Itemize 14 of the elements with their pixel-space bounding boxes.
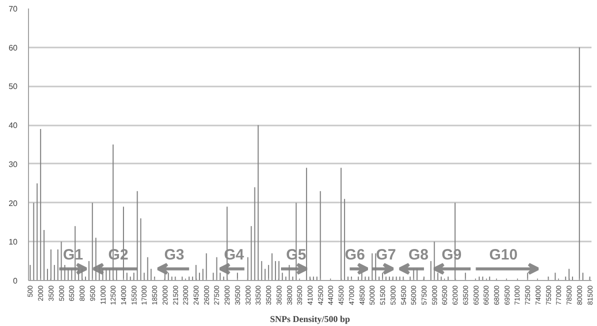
x-axis-title: SNPs Density/500 bp: [270, 314, 350, 324]
y-tick-label: 30: [8, 160, 18, 169]
y-tick-label: 70: [8, 4, 18, 14]
annotation: G10: [489, 246, 518, 264]
y-tick-label: 0: [13, 276, 18, 286]
annotation: G3: [164, 246, 184, 264]
y-tick-label: 50: [8, 82, 18, 92]
y-tick-label: 20: [8, 198, 18, 208]
annotation: G6: [344, 246, 365, 264]
annotation: G8: [408, 246, 428, 264]
y-tick-label: 40: [8, 121, 18, 130]
y-tick-label: 10: [8, 238, 18, 247]
annotation: G7: [376, 246, 396, 264]
y-tick-label: 60: [8, 43, 18, 52]
